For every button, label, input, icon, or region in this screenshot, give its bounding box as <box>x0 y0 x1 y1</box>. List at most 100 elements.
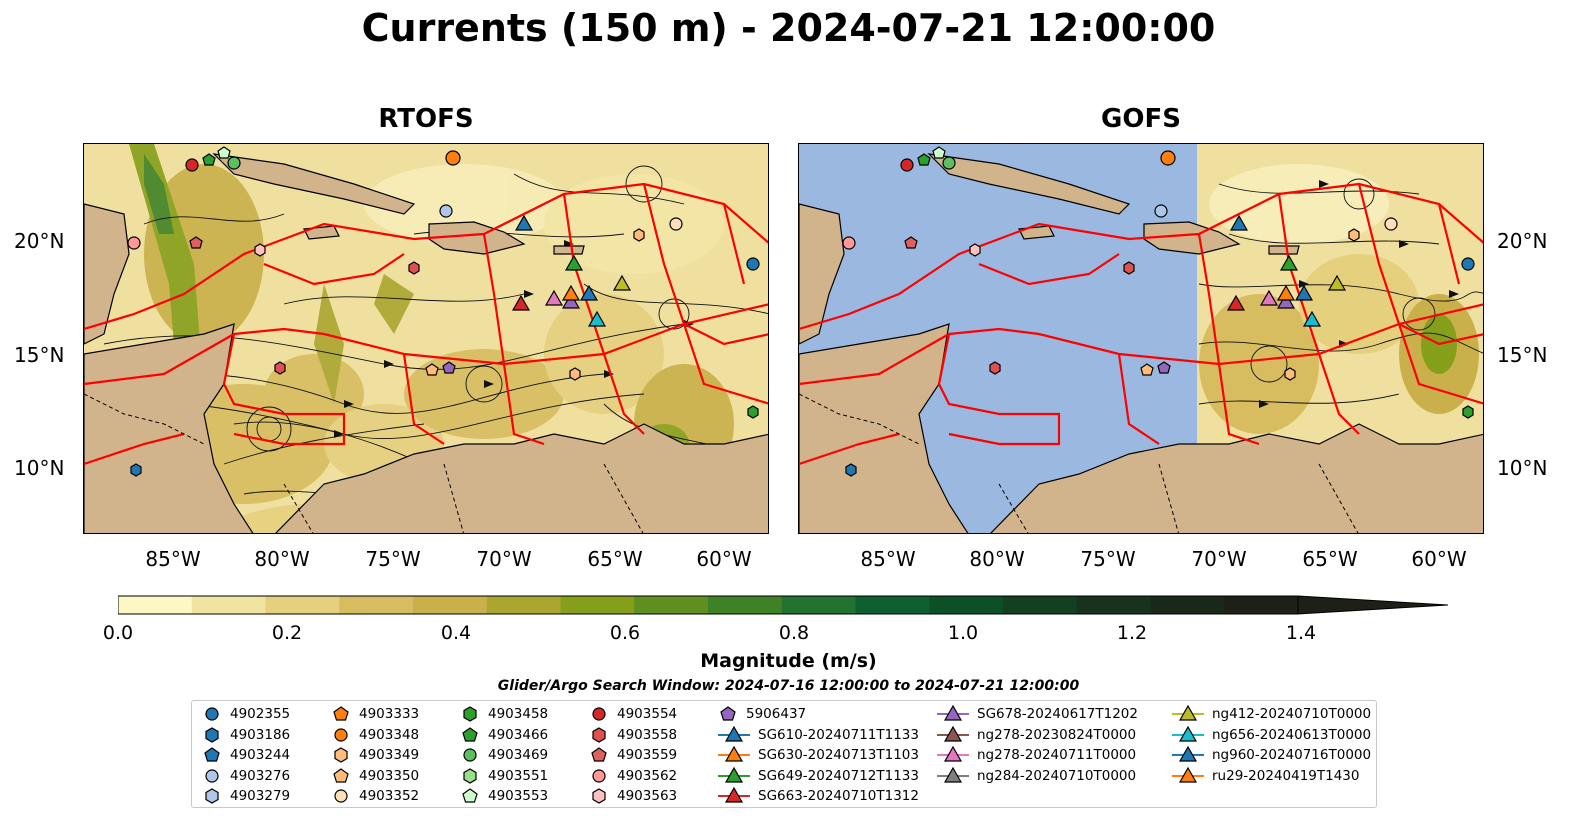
south-america-land <box>990 423 1483 533</box>
legend-item: 4903244 <box>200 745 290 765</box>
colorbar-segment <box>118 596 193 614</box>
legend-label: 4903558 <box>617 726 678 743</box>
legend-label: ng412-20240710T0000 <box>1212 706 1372 722</box>
colorbar-gradient <box>117 595 1449 615</box>
triangle-marker-icon <box>1172 746 1204 762</box>
triangle-marker-icon <box>718 787 750 803</box>
lon-label-left: 75°W <box>365 547 421 571</box>
circle-marker-icon <box>205 707 219 721</box>
circle-marker-icon <box>334 727 348 742</box>
legend-label: SG610-20240711T1133 <box>758 726 919 743</box>
lon-label-right: 70°W <box>1191 547 1247 571</box>
jamaica-land <box>303 225 340 240</box>
legend-item: 4903458 <box>458 704 548 724</box>
legend-label: 4903551 <box>488 767 549 784</box>
lon-label-left: 80°W <box>254 547 310 571</box>
pentagon-marker-icon <box>720 706 736 721</box>
colorbar-segment <box>413 596 488 614</box>
land <box>84 153 768 533</box>
triangle-marker-icon <box>718 766 750 783</box>
colorbar-segment <box>929 596 1004 614</box>
pentagon-marker-icon <box>333 706 349 721</box>
legend-item: ng284-20240710T0000 <box>935 766 1136 786</box>
lon-label-left: 65°W <box>587 547 643 571</box>
legend-item: 4903350 <box>329 766 419 786</box>
legend-item: 4903559 <box>587 745 677 765</box>
triangle-marker-icon <box>937 705 969 721</box>
legend-item: 4903279 <box>200 786 290 806</box>
hexagon-marker-icon <box>205 726 219 743</box>
hexagon-marker-icon <box>205 788 219 805</box>
colorbar-segment <box>1003 596 1078 614</box>
legend-label: 4903244 <box>230 747 291 764</box>
legend-item: SG663-20240710T1312 <box>716 786 919 806</box>
lat-label-right: 10°N <box>1497 456 1548 480</box>
legend-label: 4903553 <box>488 788 549 805</box>
colorbar-segment <box>265 596 340 614</box>
legend-label: 4903352 <box>359 788 420 805</box>
legend-label: SG663-20240710T1312 <box>758 788 919 805</box>
lon-label-right: 75°W <box>1080 547 1136 571</box>
colorbar-outline <box>117 595 1298 615</box>
legend-label: SG649-20240712T1133 <box>758 767 919 784</box>
figure-title: Currents (150 m) - 2024-07-21 12:00:00 <box>361 6 1216 50</box>
south-america-land <box>275 423 768 533</box>
triangle-marker-icon <box>1172 725 1204 742</box>
lon-label-right: 80°W <box>969 547 1025 571</box>
legend-item: 4903466 <box>458 725 548 745</box>
triangle-marker-icon <box>718 746 750 762</box>
colorbar-segment <box>1076 596 1151 614</box>
triangle-marker-icon <box>1172 766 1204 783</box>
legend-item: 4903469 <box>458 745 548 765</box>
puerto-rico-land <box>1268 245 1300 255</box>
legend-item: 4903352 <box>329 786 419 806</box>
legend-item: 5906437 <box>716 704 806 724</box>
pentagon-marker-icon <box>333 768 349 783</box>
lat-label-left: 15°N <box>14 343 65 367</box>
colorbar-segment <box>191 596 266 614</box>
legend-item: 4903349 <box>329 745 419 765</box>
legend-label: 4903458 <box>488 706 549 722</box>
circle-marker-icon <box>463 748 477 762</box>
colorbar-segment <box>1224 596 1299 614</box>
lon-label-right: 85°W <box>860 547 916 571</box>
legend-label: ng278-20240711T0000 <box>977 747 1137 764</box>
circle-marker-icon <box>592 707 606 721</box>
legend-item: ng960-20240716T0000 <box>1170 745 1371 765</box>
legend-label: 5906437 <box>746 706 807 722</box>
legend-label: ng656-20240613T0000 <box>1212 726 1372 743</box>
lon-label-left: 85°W <box>145 547 201 571</box>
central-america-land <box>84 323 254 533</box>
rtofs-map <box>83 143 769 534</box>
colorbar-extend-arrow <box>1297 595 1449 615</box>
triangle-marker-icon <box>937 725 969 742</box>
cuba-land <box>927 153 1131 215</box>
colorbar-segment <box>339 596 414 614</box>
legend-item: 4903348 <box>329 725 419 745</box>
legend-label: 4903348 <box>359 726 420 743</box>
legend-label: ng284-20240710T0000 <box>977 767 1137 784</box>
legend-label: 4903469 <box>488 747 549 764</box>
legend-label: 4903563 <box>617 788 678 805</box>
colorbar-tick: 1.0 <box>947 622 979 644</box>
hexagon-marker-icon <box>592 788 606 805</box>
colorbar-tick: 0.6 <box>609 622 641 644</box>
float-markers <box>127 146 760 477</box>
triangle-marker-icon <box>937 746 969 762</box>
triangle-marker-icon <box>718 725 750 742</box>
hexagon-marker-icon <box>463 706 477 722</box>
legend-item: SG630-20240713T1103 <box>716 745 919 765</box>
glider-markers <box>1226 214 1347 327</box>
pentagon-marker-icon <box>591 747 607 762</box>
legend-label: ng960-20240716T0000 <box>1212 747 1372 764</box>
national-borders <box>84 393 644 533</box>
legend-item: SG678-20240617T1202 <box>935 704 1138 724</box>
colorbar <box>117 594 1453 622</box>
legend-item: 4903563 <box>587 786 677 806</box>
legend-item: SG610-20240711T1133 <box>716 725 919 745</box>
legend-item: SG649-20240712T1133 <box>716 766 919 786</box>
colorbar-segment <box>634 596 709 614</box>
search-window-text: Glider/Argo Search Window: 2024-07-16 12… <box>497 678 1080 694</box>
triangle-marker-icon <box>1172 705 1204 721</box>
legend-label: ru29-20240419T1430 <box>1212 767 1360 784</box>
